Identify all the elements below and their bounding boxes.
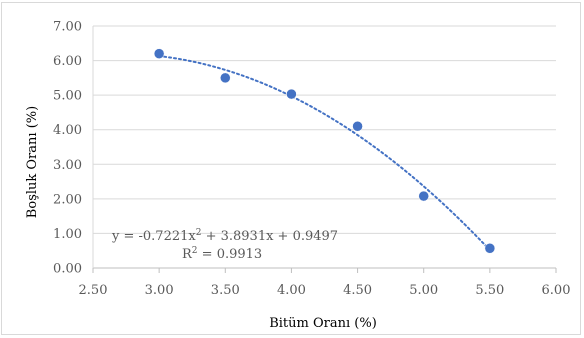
x-tick-label: 5.50 (475, 283, 504, 298)
x-axis-title: Bitüm Oranı (%) (269, 316, 377, 331)
data-point (352, 121, 363, 132)
data-point (484, 243, 496, 254)
y-tick-label: 4.00 (53, 123, 82, 138)
x-tick-label: 4.00 (277, 283, 306, 298)
trendline-r-squared: R2 = 0.9913 (182, 246, 262, 262)
r2-prefix: R (182, 247, 193, 262)
x-tick-label: 6.00 (542, 283, 571, 298)
x-tick-label: 3.00 (145, 283, 174, 298)
equation-prefix: y = -0.7221x (111, 229, 196, 244)
data-points (153, 48, 496, 254)
trendline (158, 55, 491, 252)
data-point (418, 190, 429, 202)
x-tick-label: 5.00 (409, 283, 438, 298)
axes (92, 26, 557, 273)
trendline-layer (158, 55, 491, 252)
x-tick-label: 4.50 (343, 283, 372, 298)
data-point (153, 48, 165, 59)
data-point (286, 88, 297, 100)
y-tick-label: 0.00 (53, 262, 82, 277)
equation-suffix: + 3.8931x + 0.9497 (201, 229, 338, 244)
chart-area (1, 2, 581, 335)
y-tick-label: 1.00 (53, 227, 82, 242)
tick-labels: 0.00 1.00 2.00 3.00 4.00 5.00 6.00 7.00 2.50 3.00… (53, 20, 570, 299)
data-point (220, 72, 231, 84)
y-tick-label: 6.00 (53, 54, 82, 69)
y-tick-label: 7.00 (53, 20, 82, 35)
r2-suffix: = 0.9913 (198, 247, 263, 262)
y-tick-label: 3.00 (53, 158, 82, 173)
y-axis-title: Boşluk Oranı (%) (25, 106, 40, 218)
x-tick-label: 3.50 (211, 283, 240, 298)
gridlines (93, 25, 556, 234)
x-tick-label: 2.50 (79, 283, 108, 298)
y-tick-label: 5.00 (53, 89, 82, 104)
equation-exponent: 2 (196, 228, 202, 238)
r2-exponent: 2 (192, 246, 198, 256)
y-tick-label: 2.00 (53, 192, 82, 207)
trendline-equation: y = -0.7221x2 + 3.8931x + 0.9497 (111, 228, 338, 244)
